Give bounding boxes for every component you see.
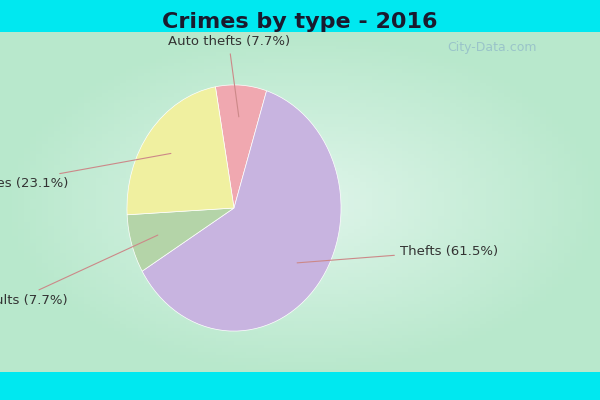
Text: Assaults (7.7%): Assaults (7.7%) — [0, 235, 158, 307]
Text: Crimes by type - 2016: Crimes by type - 2016 — [162, 12, 438, 32]
Text: Thefts (61.5%): Thefts (61.5%) — [297, 244, 498, 263]
Text: Burglaries (23.1%): Burglaries (23.1%) — [0, 154, 171, 190]
Wedge shape — [127, 208, 234, 271]
Wedge shape — [142, 91, 341, 331]
Wedge shape — [127, 87, 234, 215]
Wedge shape — [215, 85, 266, 208]
Text: Auto thefts (7.7%): Auto thefts (7.7%) — [167, 35, 290, 117]
Text: City-Data.com: City-Data.com — [447, 42, 537, 54]
